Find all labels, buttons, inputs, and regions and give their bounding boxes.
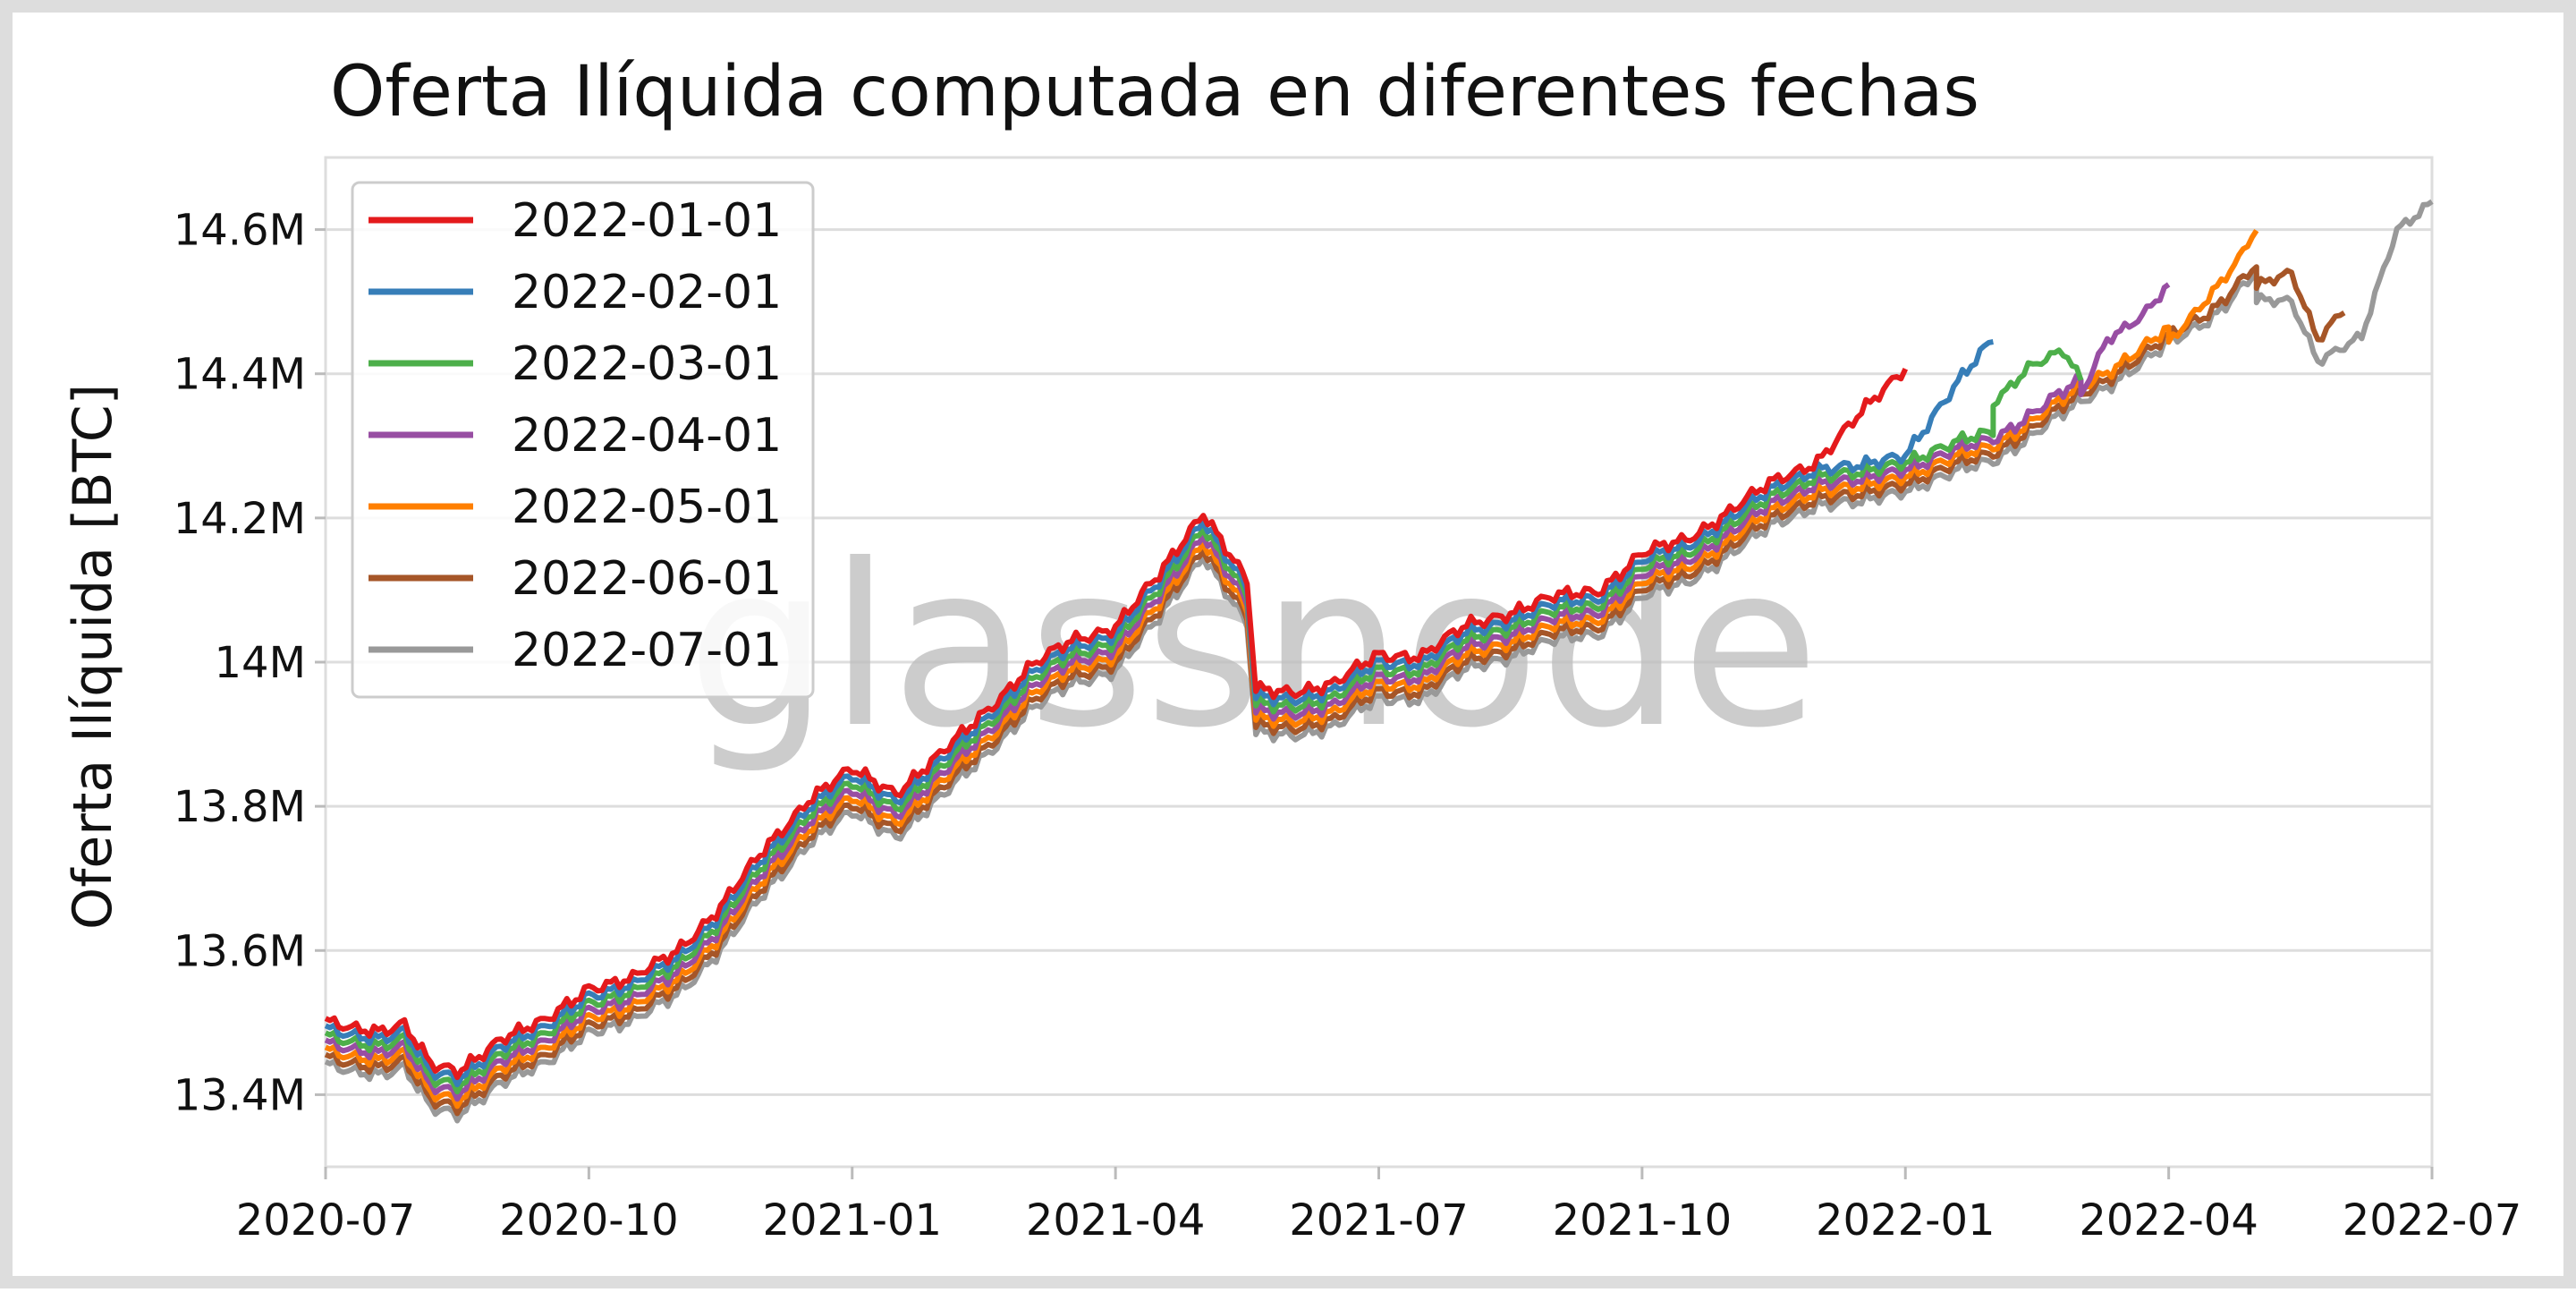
y-tick-label: 14M <box>215 638 307 688</box>
series-line-2022-01-01 <box>324 368 1909 1081</box>
legend-items: 2022-01-01 2022-02-01 2022-03-01 2022-04-01… <box>369 194 782 677</box>
x-tick-label: 2022-07 <box>2343 1195 2522 1246</box>
series-line-2022-03-01 <box>324 347 2084 1095</box>
chart-svg: glassnode 13.4M13.6M13.8M14M14.2M14.4M14… <box>62 52 2522 1246</box>
legend-label: 2022-06-01 <box>512 552 782 606</box>
y-tick-label: 14.4M <box>174 350 306 400</box>
legend-label: 2022-07-01 <box>512 624 782 677</box>
legend[interactable]: 2022-01-01 2022-02-01 2022-03-01 2022-04-01… <box>351 181 815 699</box>
x-tick-label: 2022-01 <box>1816 1195 1996 1246</box>
x-tick-label: 2021-07 <box>1289 1195 1469 1246</box>
y-tick-label: 13.6M <box>174 926 306 976</box>
x-tick-label: 2020-10 <box>499 1195 679 1246</box>
y-tick-label: 14.6M <box>174 206 306 256</box>
y-tick-labels: 13.4M 13.6M 13.8M 14M 14.2M 14.4M 14.6M <box>174 206 306 1121</box>
legend-label: 2022-01-01 <box>512 194 782 248</box>
legend-label: 2022-03-01 <box>512 337 782 391</box>
series-line-2022-06-01 <box>324 264 2346 1117</box>
x-tick-label: 2021-01 <box>762 1195 942 1246</box>
series-layer <box>324 199 2434 1124</box>
x-tick-label: 2020-07 <box>236 1195 416 1246</box>
x-tick-label: 2022-04 <box>2079 1195 2258 1246</box>
series-line-2022-05-01 <box>324 228 2259 1110</box>
series-line-2022-02-01 <box>324 339 1994 1088</box>
chart-title: Oferta Ilíquida computada en diferentes … <box>330 52 1979 132</box>
x-tick-labels: 2020-07 2020-10 2021-01 2021-04 2021-07 2021-… <box>236 1195 2522 1246</box>
legend-box <box>351 181 815 699</box>
x-tick-label: 2021-10 <box>1553 1195 1733 1246</box>
y-tick-label: 13.4M <box>174 1070 306 1120</box>
legend-label: 2022-05-01 <box>512 480 782 534</box>
x-tick-label: 2021-04 <box>1026 1195 1206 1246</box>
y-axis-label: Oferta Ilíquida [BTC] <box>62 384 124 930</box>
legend-label: 2022-02-01 <box>512 266 782 319</box>
y-tick-label: 13.8M <box>174 782 306 832</box>
legend-label: 2022-04-01 <box>512 409 782 463</box>
y-tick-label: 14.2M <box>174 494 306 544</box>
series-line-2022-07-01 <box>324 199 2434 1124</box>
